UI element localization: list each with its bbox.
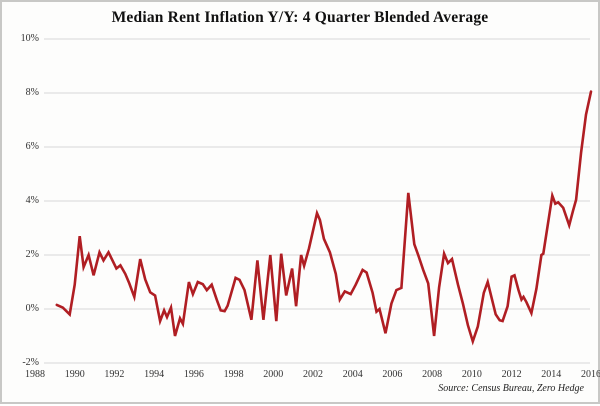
x-axis-tick-label: 2016 bbox=[580, 369, 600, 380]
x-axis-tick-label: 2010 bbox=[461, 369, 482, 380]
x-axis-tick-label: 1992 bbox=[104, 369, 125, 380]
x-axis-tick-label: 2014 bbox=[541, 369, 562, 380]
y-axis-tick-label: -2% bbox=[22, 357, 39, 368]
x-axis-tick-label: 1998 bbox=[223, 369, 244, 380]
y-axis-tick-label: 0% bbox=[25, 303, 39, 314]
x-axis-tick-label: 1990 bbox=[64, 369, 85, 380]
y-axis-tick-label: 10% bbox=[20, 33, 39, 44]
x-axis-tick-label: 2012 bbox=[501, 369, 522, 380]
x-axis-tick-label: 1988 bbox=[25, 369, 45, 380]
x-axis-tick-label: 2002 bbox=[302, 369, 323, 380]
y-axis-tick-label: 8% bbox=[25, 87, 39, 98]
chart-title: Median Rent Inflation Y/Y: 4 Quarter Ble… bbox=[111, 9, 489, 26]
y-axis-tick-label: 4% bbox=[25, 195, 39, 206]
x-axis-tick-label: 2004 bbox=[342, 369, 363, 380]
x-axis-tick-label: 2006 bbox=[382, 369, 403, 380]
x-axis-tick-label: 2008 bbox=[422, 369, 443, 380]
source-credit: Source: Census Bureau, Zero Hedge bbox=[438, 383, 584, 394]
y-axis-tick-label: 2% bbox=[25, 249, 39, 260]
gridlines bbox=[44, 38, 590, 364]
x-axis-tick-label: 2000 bbox=[263, 369, 284, 380]
x-axis-tick-label: 1996 bbox=[183, 369, 204, 380]
x-axis-tick-label: 1994 bbox=[144, 369, 165, 380]
y-axis-tick-label: 6% bbox=[25, 141, 39, 152]
rent-inflation-line bbox=[55, 90, 593, 346]
